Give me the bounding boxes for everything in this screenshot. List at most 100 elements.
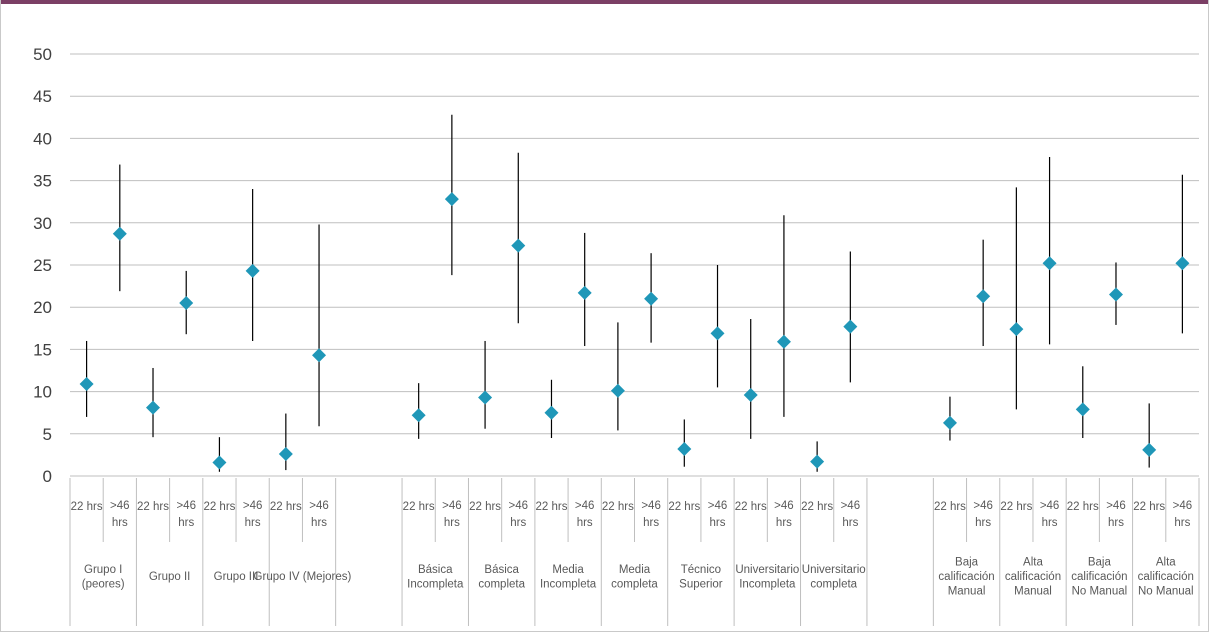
category-label: Básica <box>418 564 453 576</box>
sub-label: 22 hrs <box>137 501 169 513</box>
y-tick-label: 40 <box>33 129 52 148</box>
sub-label: hrs <box>1042 517 1058 529</box>
data-point-marker <box>179 295 194 310</box>
data-point-marker <box>212 455 227 470</box>
sub-label: 22 hrs <box>1000 501 1032 513</box>
data-point-marker <box>1175 256 1190 271</box>
sub-label: hrs <box>842 517 858 529</box>
category-label: Incompleta <box>739 578 796 590</box>
sub-label: hrs <box>776 517 792 529</box>
sub-label: hrs <box>444 517 460 529</box>
sub-label: >46 <box>442 500 462 512</box>
data-point-marker <box>511 238 526 253</box>
data-point-marker <box>810 454 825 469</box>
sub-label: hrs <box>311 517 327 529</box>
data-point-marker <box>112 226 127 241</box>
sub-label: >46 <box>841 500 861 512</box>
y-tick-label: 0 <box>43 467 52 486</box>
sub-label: >46 <box>774 500 794 512</box>
data-point-marker <box>710 326 725 341</box>
category-label: completa <box>478 578 525 590</box>
data-point-marker <box>1009 322 1024 337</box>
sub-label: hrs <box>1108 517 1124 529</box>
sub-label: >46 <box>309 500 329 512</box>
category-label: Alta <box>1023 557 1043 569</box>
sub-label: >46 <box>509 500 529 512</box>
category-label: completa <box>611 578 658 590</box>
y-tick-label: 15 <box>33 340 52 359</box>
category-label: Básica <box>484 564 519 576</box>
data-point-marker <box>1108 287 1123 302</box>
sub-label: 22 hrs <box>469 501 501 513</box>
data-point-marker <box>610 383 625 398</box>
y-tick-label: 45 <box>33 87 52 106</box>
sub-label: hrs <box>1174 517 1190 529</box>
sub-label: 22 hrs <box>403 501 435 513</box>
gridlines <box>70 53 1199 477</box>
data-point-marker <box>79 377 94 392</box>
sub-label: 22 hrs <box>1067 501 1099 513</box>
sub-label: >46 <box>575 500 595 512</box>
category-label: completa <box>810 578 857 590</box>
sub-label: 22 hrs <box>536 501 568 513</box>
sub-label: >46 <box>176 500 196 512</box>
top-accent-bar <box>0 0 1209 4</box>
sub-label: >46 <box>110 500 130 512</box>
data-point-marker <box>776 334 791 349</box>
sub-label: >46 <box>1106 500 1126 512</box>
sub-label: 22 hrs <box>801 501 833 513</box>
sub-label: 22 hrs <box>71 501 103 513</box>
data-point-marker <box>644 291 659 306</box>
category-label: Baja <box>1088 557 1112 569</box>
sub-label: hrs <box>112 517 128 529</box>
category-label: calificación <box>938 571 994 583</box>
y-axis-tick-labels: 0 5 10 15 20 25 30 35 40 45 50 <box>33 45 52 486</box>
category-label: (peores) <box>82 578 125 590</box>
category-label: Universitario <box>802 564 866 576</box>
data-point-marker <box>1042 256 1057 271</box>
category-label: Manual <box>948 586 986 598</box>
category-label: Grupo III <box>214 571 259 583</box>
sub-label: hrs <box>510 517 526 529</box>
data-point-marker <box>677 441 692 456</box>
category-label: Grupo I <box>84 564 122 576</box>
data-point-marker <box>942 415 957 430</box>
sub-label: 22 hrs <box>270 501 302 513</box>
y-tick-label: 30 <box>33 214 52 233</box>
sub-label: hrs <box>577 517 593 529</box>
sub-label: >46 <box>1173 500 1193 512</box>
y-tick-label: 35 <box>33 172 52 191</box>
category-label: No Manual <box>1138 586 1194 598</box>
category-label: Baja <box>955 557 979 569</box>
sub-label: hrs <box>178 517 194 529</box>
data-point-marker <box>743 387 758 402</box>
category-label: Grupo IV (Mejores) <box>254 571 352 583</box>
category-label: Incompleta <box>407 578 464 590</box>
data-point-marker <box>577 285 592 300</box>
category-label: Grupo II <box>149 571 191 583</box>
y-tick-label: 25 <box>33 256 52 275</box>
category-label: calificación <box>1005 571 1061 583</box>
data-point-marker <box>146 400 161 415</box>
data-point-marker <box>245 263 260 278</box>
sub-label: 22 hrs <box>1133 501 1165 513</box>
sub-label: 22 hrs <box>735 501 767 513</box>
y-tick-label: 10 <box>33 383 52 402</box>
data-points <box>79 192 1190 470</box>
data-point-marker <box>444 192 459 207</box>
data-point-marker <box>976 289 991 304</box>
y-tick-label: 50 <box>33 45 52 64</box>
category-label: Media <box>552 564 584 576</box>
data-point-marker <box>1075 402 1090 417</box>
category-label: Manual <box>1014 586 1052 598</box>
sub-label: hrs <box>710 517 726 529</box>
category-label: Superior <box>679 578 723 590</box>
sub-label: >46 <box>973 500 993 512</box>
y-tick-label: 5 <box>43 425 52 444</box>
data-point-marker <box>1142 442 1157 457</box>
data-point-marker <box>544 405 559 420</box>
data-point-marker <box>478 390 493 405</box>
sub-label: >46 <box>641 500 661 512</box>
category-label: Alta <box>1156 557 1176 569</box>
